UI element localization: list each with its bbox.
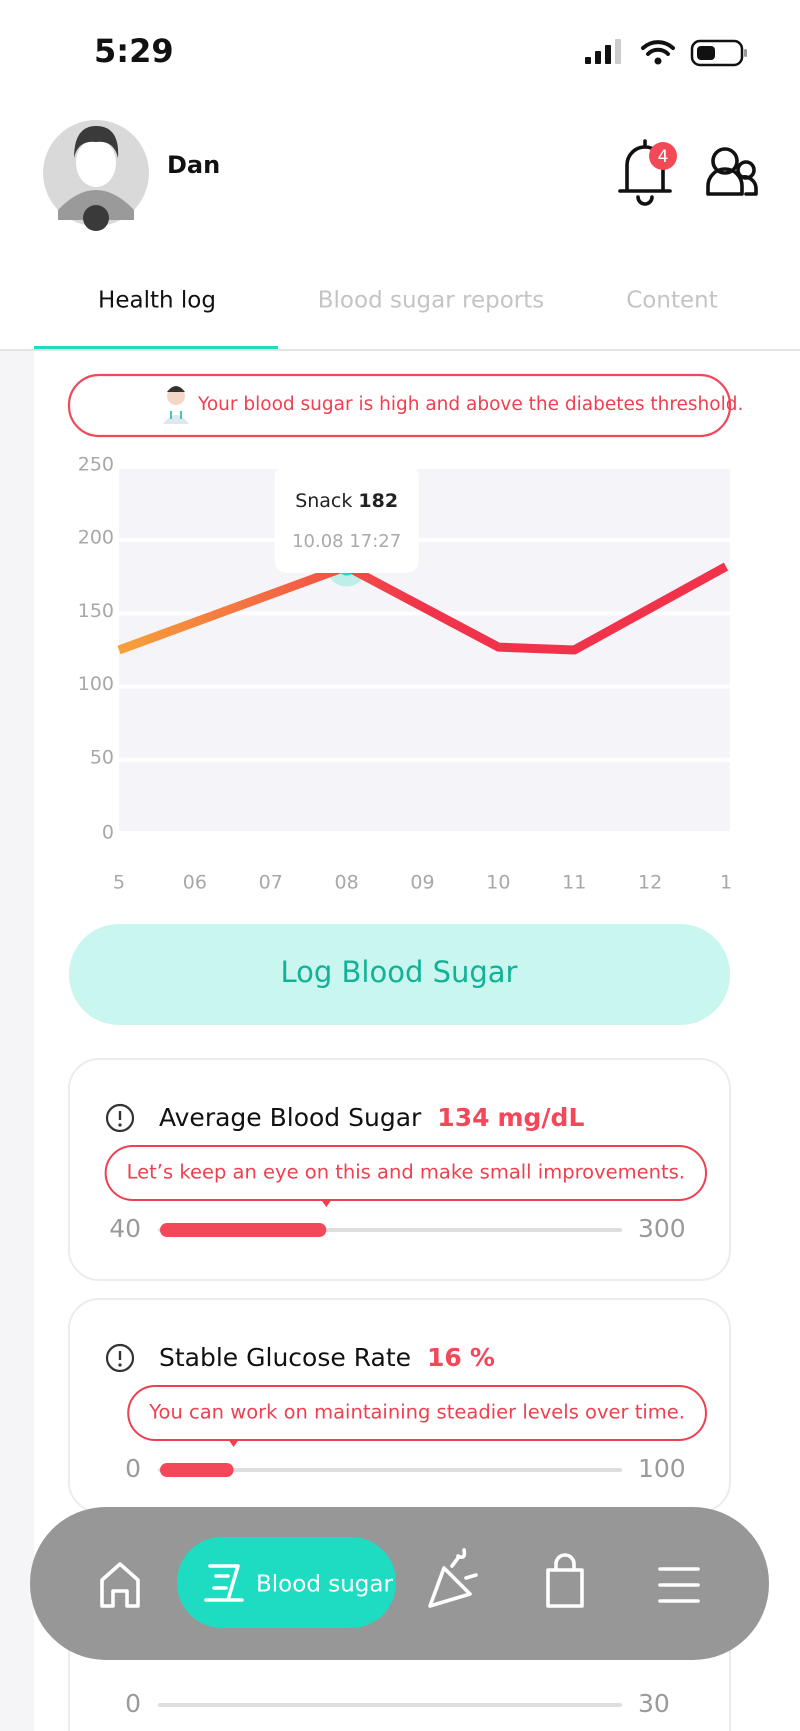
bottom-nav: Blood sugar	[30, 1507, 769, 1660]
tab-indicator	[34, 346, 278, 350]
message-pill	[104, 1145, 707, 1201]
tab[interactable]: Blood sugar reports	[318, 288, 544, 314]
notification-count: 4	[658, 147, 669, 167]
grid-band	[119, 542, 730, 612]
tooltip-label: Snack	[295, 490, 352, 512]
value-number: 16	[427, 1343, 462, 1372]
tooltip-title: Snack 182	[295, 490, 398, 512]
y-tick-label: 250	[78, 454, 114, 476]
x-tick-label: 1	[720, 872, 732, 894]
card-title: Stable Glucose Rate	[159, 1343, 411, 1372]
message-pill	[127, 1385, 707, 1441]
value-unit: %	[470, 1343, 495, 1372]
tab-bar: Health log Blood sugar reports Content	[34, 288, 718, 350]
info-icon	[105, 1343, 135, 1373]
y-tick-label: 200	[78, 527, 114, 549]
card-message: Let’s keep an eye on this and make small…	[127, 1161, 685, 1184]
value-number: 134	[437, 1103, 489, 1132]
info-icon-dot	[118, 1363, 122, 1367]
tooltip-box	[274, 465, 419, 573]
notification-badge	[649, 142, 677, 170]
info-icon	[105, 1103, 135, 1133]
grid-band	[119, 469, 730, 539]
notification-button[interactable]: 4	[618, 139, 677, 206]
message-pointer	[321, 1200, 332, 1207]
line-chart: 0 50 100 150 200 250 5 06 07 08 09 10 11 12 1 Snack 182 1…	[78, 454, 732, 894]
grid-band	[119, 761, 730, 831]
nav-active-label: Blood sugar	[256, 1572, 393, 1598]
avatar	[43, 120, 149, 231]
y-tick-label: 50	[90, 746, 114, 768]
x-tick-label: 11	[562, 872, 586, 894]
tab[interactable]: Health log	[98, 288, 216, 314]
range-max: 300	[638, 1214, 686, 1243]
nav-blood-sugar[interactable]: Blood sugar	[177, 1537, 396, 1628]
range-fill	[160, 1463, 234, 1477]
card-message: You can work on maintaining steadier lev…	[148, 1401, 685, 1424]
x-tick-label: 08	[335, 872, 359, 894]
info-icon-dot	[118, 1123, 122, 1127]
y-tick-label: 150	[78, 600, 114, 622]
range-min: 40	[109, 1214, 141, 1243]
status-time: 5:29	[94, 32, 174, 70]
y-tick-label: 0	[102, 822, 114, 844]
x-tick-label: 06	[183, 872, 207, 894]
range-min: 0	[125, 1689, 141, 1718]
x-tick-label: 10	[486, 872, 510, 894]
tab[interactable]: Content	[626, 288, 717, 314]
x-tick-label: 07	[259, 872, 283, 894]
log-button[interactable]: Log Blood Sugar	[69, 924, 730, 1025]
range-max: 100	[638, 1454, 686, 1483]
card-value: 16%	[427, 1343, 495, 1372]
x-tick-label: 09	[410, 872, 434, 894]
x-tick-label: 5	[113, 872, 125, 894]
range-max: 30	[638, 1689, 670, 1718]
nav-home[interactable]	[100, 1562, 140, 1608]
family-button[interactable]	[706, 147, 758, 196]
tooltip-value: 182	[358, 490, 398, 512]
grid-band	[119, 688, 730, 758]
tooltip-time: 10.08 17:27	[292, 531, 401, 552]
nav-events[interactable]	[428, 1548, 478, 1608]
log-button-label: Log Blood Sugar	[281, 955, 518, 989]
nav-shop[interactable]	[546, 1553, 584, 1608]
message-pointer	[228, 1440, 239, 1447]
nav-menu[interactable]	[658, 1567, 700, 1603]
user-name: Dan	[167, 151, 220, 179]
status-icons	[585, 39, 747, 67]
card-title: Average Blood Sugar	[159, 1103, 422, 1132]
y-tick-label: 100	[78, 673, 114, 695]
range-fill	[160, 1223, 327, 1237]
x-tick-label: 12	[638, 872, 662, 894]
alert-message: Your blood sugar is high and above the d…	[197, 394, 743, 415]
value-unit: mg/dL	[497, 1103, 584, 1132]
data-line	[117, 562, 729, 655]
card-value: 134 mg/dL	[437, 1103, 584, 1132]
range-min: 0	[125, 1454, 141, 1483]
grid-band	[119, 615, 730, 685]
alert-banner: Your blood sugar is high and above the d…	[67, 373, 743, 438]
